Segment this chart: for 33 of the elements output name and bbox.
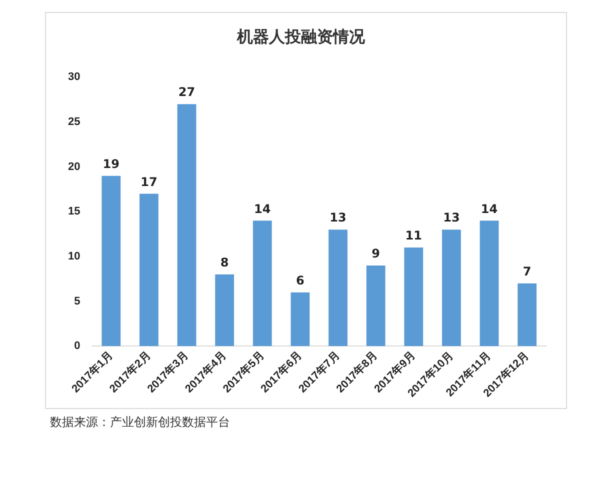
y-tick-label: 15 — [68, 206, 80, 218]
source-note: 数据来源：产业创新创投数据平台 — [50, 414, 230, 431]
bar — [140, 194, 158, 346]
data-label: 13 — [330, 210, 346, 225]
bar — [518, 283, 537, 346]
bar — [366, 265, 386, 346]
bar — [442, 230, 461, 346]
data-label: 11 — [405, 228, 422, 243]
bar — [252, 220, 272, 346]
data-label: 8 — [220, 256, 229, 270]
data-label: 6 — [296, 273, 304, 288]
data-label: 14 — [254, 202, 271, 216]
y-tick-label: 30 — [68, 71, 80, 84]
data-label: 9 — [372, 246, 380, 261]
data-label: 14 — [480, 202, 498, 216]
data-label: 13 — [443, 210, 460, 225]
y-tick-label: 25 — [68, 116, 80, 128]
bar — [215, 274, 234, 346]
chart-title: 机器人投融资情况 — [236, 26, 366, 46]
data-label: 7 — [522, 264, 532, 279]
bar — [404, 248, 424, 346]
data-label: 19 — [102, 156, 120, 171]
bar — [290, 292, 310, 346]
y-tick-label: 5 — [74, 295, 80, 308]
bar — [480, 220, 499, 346]
y-tick-label: 0 — [74, 340, 80, 352]
data-label: 27 — [178, 85, 196, 100]
data-label: 17 — [140, 174, 158, 189]
bar — [328, 230, 348, 346]
y-tick-label: 20 — [68, 160, 80, 173]
bar — [102, 176, 121, 346]
y-tick-label: 10 — [68, 250, 80, 263]
bar — [177, 104, 196, 346]
